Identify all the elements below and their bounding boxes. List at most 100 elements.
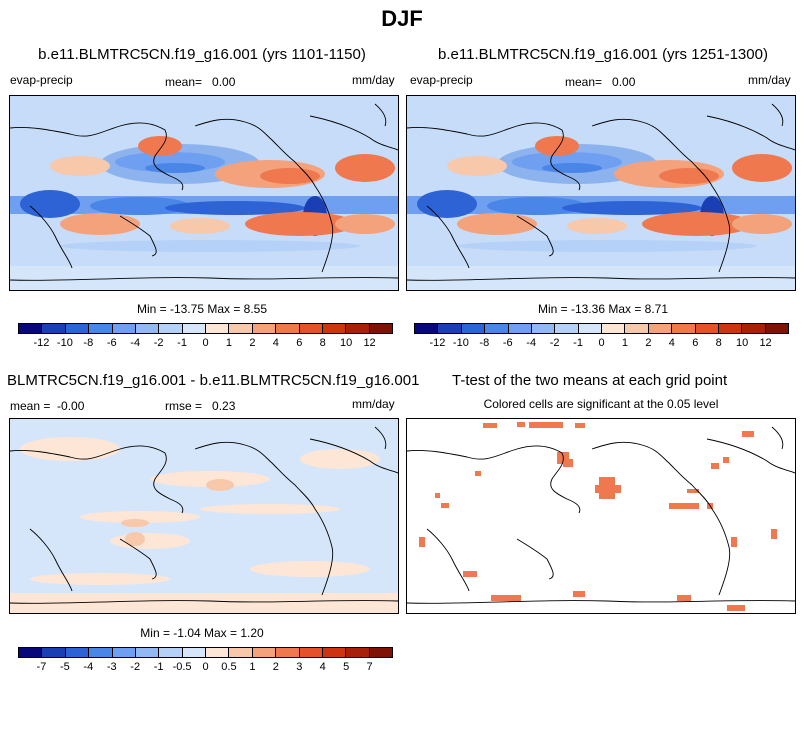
colorbar-tick-label: 2 <box>249 337 256 349</box>
colorbar-tick-label: 4 <box>319 661 326 673</box>
colorbar-tick-label: -4 <box>130 337 141 349</box>
colorbar-swatch <box>112 648 136 657</box>
colorbar-swatch <box>346 648 370 657</box>
colorbar-swatch <box>42 648 66 657</box>
colorbar-tick-label: -3 <box>106 661 117 673</box>
colorbar-swatch <box>65 648 90 657</box>
colorbar-tick-label: 8 <box>319 337 326 349</box>
colorbar-tick-label: 4 <box>668 337 675 349</box>
panel-title-top-right: b.e11.BLMTRC5CN.f19_g16.001 (yrs 1251-13… <box>438 46 768 63</box>
colorbar-swatch <box>229 648 253 657</box>
colorbar-swatch <box>672 324 696 333</box>
colorbar-tick-label: -6 <box>106 337 117 349</box>
colorbar-labels-bottom-left: -7 -5 -4 -3 -2 -1 -0.5 0 0.5 1 2 3 4 5 7 <box>18 661 393 675</box>
colorbar-swatch <box>89 648 113 657</box>
panel-subtitle-bottom-right: Colored cells are significant at the 0.0… <box>483 397 719 411</box>
colorbar-swatch <box>322 324 347 333</box>
colorbar-swatch <box>42 324 66 333</box>
colorbar-swatch <box>182 648 206 657</box>
colorbar-swatch <box>135 324 160 333</box>
colorbar-tick-label: 2 <box>272 661 279 673</box>
colorbar-tick-label: -10 <box>452 337 469 349</box>
colorbar-swatch <box>718 324 743 333</box>
colorbar-swatch <box>461 324 486 333</box>
colorbar-tick-label: 2 <box>645 337 652 349</box>
colorbar-swatch <box>742 324 766 333</box>
colorbar-swatch <box>65 324 90 333</box>
colorbar-tick-label: -5 <box>59 661 70 673</box>
variable-label-top-left: evap-precip <box>10 73 73 87</box>
colorbar-swatch <box>765 324 788 333</box>
colorbar-swatch <box>695 324 719 333</box>
colorbar-tick-label: 6 <box>692 337 699 349</box>
colorbar-tick-label: 4 <box>272 337 279 349</box>
colorbar-swatch <box>112 324 136 333</box>
colorbar-swatch <box>252 324 277 333</box>
colorbar-tick-label: 7 <box>366 661 373 673</box>
colorbar-tick-label: -8 <box>479 337 490 349</box>
units-top-left: mm/day <box>352 73 395 87</box>
colorbar-tick-label: 1 <box>621 337 628 349</box>
minmax-top-left: Min = -13.75 Max = 8.55 <box>136 302 268 316</box>
colorbar-tick-label: 0.5 <box>221 661 237 673</box>
colorbar-top-right <box>414 323 789 334</box>
colorbar-tick-label: 0 <box>598 337 605 349</box>
colorbar-swatch <box>625 324 649 333</box>
colorbar-swatch <box>415 324 439 333</box>
colorbar-tick-label: 3 <box>296 661 303 673</box>
colorbar-swatch <box>252 648 277 657</box>
colorbar-tick-label: -10 <box>56 337 73 349</box>
colorbar-swatch <box>229 324 253 333</box>
colorbar-tick-label: -12 <box>33 337 50 349</box>
colorbar-tick-label: 0 <box>202 337 209 349</box>
map-bottom-left <box>9 418 399 614</box>
colorbar-swatch <box>369 324 392 333</box>
colorbar-swatch <box>602 324 626 333</box>
colorbar-swatch <box>346 324 370 333</box>
colorbar-swatch <box>135 648 160 657</box>
colorbar-tick-label: -7 <box>36 661 47 673</box>
colorbar-swatch <box>555 324 579 333</box>
minmax-bottom-left: Min = -1.04 Max = 1.20 <box>140 626 264 640</box>
variable-label-top-right: evap-precip <box>410 73 473 87</box>
mean-top-right: mean= 0.00 <box>565 75 636 89</box>
colorbar-top-left <box>18 323 393 334</box>
colorbar-labels-top-right: -12 -10 -8 -6 -4 -2 -1 0 1 2 4 6 8 10 12 <box>414 337 789 351</box>
colorbar-swatch <box>578 324 602 333</box>
colorbar-tick-label: 8 <box>715 337 722 349</box>
minmax-top-right: Min = -13.36 Max = 8.71 <box>537 302 669 316</box>
units-top-right: mm/day <box>748 73 791 87</box>
colorbar-swatch <box>299 324 323 333</box>
colorbar-tick-label: -1 <box>573 337 583 349</box>
colorbar-swatch <box>322 648 347 657</box>
colorbar-tick-label: -6 <box>502 337 513 349</box>
colorbar-tick-label: -2 <box>130 661 141 673</box>
colorbar-tick-label: -4 <box>83 661 94 673</box>
colorbar-swatch <box>299 648 323 657</box>
map-top-right <box>406 95 796 291</box>
colorbar-tick-label: -2 <box>549 337 560 349</box>
colorbar-swatch <box>508 324 532 333</box>
colorbar-tick-label: 12 <box>759 337 772 349</box>
colorbar-labels-top-left: -12 -10 -8 -6 -4 -2 -1 0 1 2 4 6 8 10 12 <box>18 337 393 351</box>
colorbar-tick-label: -4 <box>526 337 537 349</box>
colorbar-bottom-left <box>18 647 393 658</box>
colorbar-swatch <box>276 648 300 657</box>
units-bottom-left: mm/day <box>352 397 395 411</box>
colorbar-swatch <box>531 324 556 333</box>
colorbar-tick-label: 10 <box>736 337 749 349</box>
colorbar-tick-label: 12 <box>363 337 376 349</box>
colorbar-swatch <box>648 324 673 333</box>
page-title: DJF <box>381 6 423 31</box>
colorbar-tick-label: 1 <box>249 661 256 673</box>
map-top-left <box>9 95 399 291</box>
colorbar-swatch <box>19 648 43 657</box>
colorbar-tick-label: -2 <box>153 337 164 349</box>
colorbar-swatch <box>159 324 183 333</box>
colorbar-swatch <box>206 324 230 333</box>
colorbar-swatch <box>159 648 183 657</box>
panel-title-top-left: b.e11.BLMTRC5CN.f19_g16.001 (yrs 1101-11… <box>38 46 366 63</box>
colorbar-tick-label: 10 <box>340 337 353 349</box>
colorbar-tick-label: -0.5 <box>172 661 192 673</box>
rmse-bottom-left: rmse = 0.23 <box>165 399 236 413</box>
